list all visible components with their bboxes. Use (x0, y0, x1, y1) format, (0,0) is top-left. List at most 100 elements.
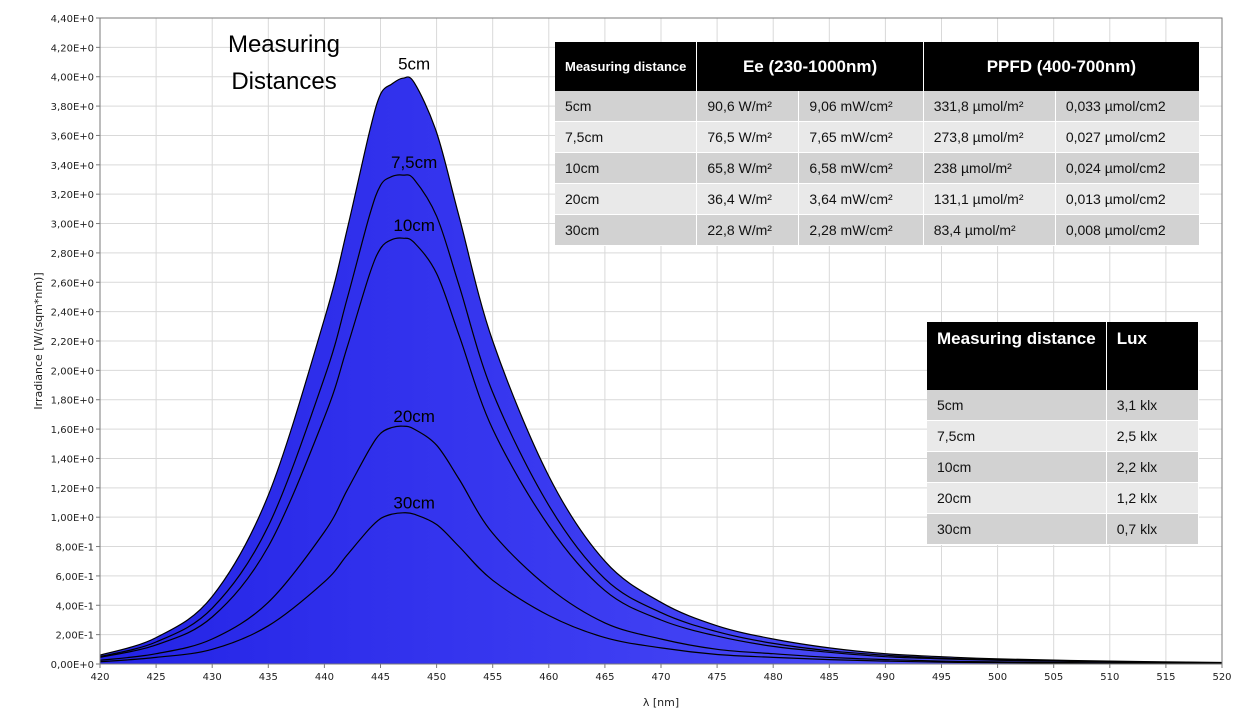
table-cell: 2,5 klx (1106, 420, 1200, 452)
series-labels: 5cm 7,5cm 10cm 20cm 30cm (391, 54, 437, 512)
y-tick-label: 1,40E+0 (51, 454, 94, 465)
series-label: 20cm (393, 407, 435, 426)
table-cell: 7,5cm (927, 420, 1107, 452)
x-tick-label: 510 (1100, 672, 1119, 683)
y-axis-title: Irradiance [W/(sqm*nm)] (32, 272, 45, 409)
y-tick-label: 4,20E+0 (51, 43, 94, 54)
table-cell: 9,06 mW/cm² (798, 91, 924, 122)
x-tick-label: 465 (595, 672, 614, 683)
header-measuring-distance: Measuring distance (555, 42, 698, 91)
table-row: 7,5cm 76,5 W/m² 7,65 mW/cm² 273,8 µmol/m² 0,… (555, 121, 1201, 153)
table-cell: 0,027 µmol/cm2 (1055, 121, 1201, 153)
x-tick-label: 445 (371, 672, 390, 683)
lux-table: Measuring distance Lux 5cm 3,1 klx 7,5cm 2,… (927, 322, 1200, 545)
irradiance-table: Measuring distance Ee (230-1000nm) PPFD … (555, 42, 1201, 246)
table-cell: 7,65 mW/cm² (798, 121, 924, 153)
table-cell: 7,5cm (555, 121, 698, 153)
table-row: 30cm 0,7 klx (927, 513, 1200, 545)
y-tick-label: 3,80E+0 (51, 102, 94, 113)
table-cell: 20cm (927, 482, 1107, 514)
table-cell: 30cm (927, 513, 1107, 545)
table-row: 30cm 22,8 W/m² 2,28 mW/cm² 83,4 µmol/m² 0,00… (555, 214, 1201, 246)
y-tick-label: 3,60E+0 (51, 131, 94, 142)
series-label: 30cm (393, 493, 435, 512)
annotation-title-line2: Distances (231, 68, 336, 95)
table-cell: 6,58 mW/cm² (798, 152, 924, 184)
series-line-30cm (99, 512, 1223, 665)
table-cell: 65,8 W/m² (696, 152, 800, 184)
series-label: 5cm (398, 54, 430, 73)
table-cell: 83,4 µmol/m² (923, 214, 1056, 246)
table-cell: 1,2 klx (1106, 482, 1200, 514)
x-tick-label: 500 (988, 672, 1007, 683)
y-tick-label: 4,00E-1 (55, 601, 94, 612)
spectrum-curves (99, 76, 1223, 665)
table-cell: 331,8 µmol/m² (923, 91, 1056, 122)
y-tick-label: 1,80E+0 (51, 396, 94, 407)
table-cell: 2,28 mW/cm² (798, 214, 924, 246)
table-cell: 273,8 µmol/m² (923, 121, 1056, 153)
y-tick-label: 2,00E-1 (55, 631, 94, 642)
x-tick-label: 505 (1044, 672, 1063, 683)
series-line-5cm (99, 76, 1223, 664)
table-row: 5cm 3,1 klx (927, 390, 1200, 421)
y-tick-label: 4,40E+0 (51, 14, 94, 25)
series-line-7,5cm (99, 174, 1223, 664)
table-cell: 0,024 µmol/cm2 (1055, 152, 1201, 184)
table-cell: 3,64 mW/cm² (798, 183, 924, 215)
table-cell: 22,8 W/m² (696, 214, 800, 246)
table-cell: 10cm (555, 152, 698, 184)
table-cell: 30cm (555, 214, 698, 246)
y-tick-label: 2,20E+0 (51, 337, 94, 348)
table-header-row: Measuring distance Ee (230-1000nm) PPFD … (555, 42, 1201, 91)
table-row: 10cm 2,2 klx (927, 451, 1200, 483)
table-cell: 2,2 klx (1106, 451, 1200, 483)
header-ee: Ee (230-1000nm) (696, 42, 924, 91)
spectrum-area (100, 76, 1222, 664)
spectrum-fill (100, 76, 1222, 664)
y-tick-label: 2,40E+0 (51, 308, 94, 319)
table-cell: 10cm (927, 451, 1107, 483)
series-label: 10cm (393, 216, 435, 235)
x-tick-label: 460 (539, 672, 558, 683)
y-tick-label: 1,20E+0 (51, 484, 94, 495)
series-line-20cm (99, 425, 1223, 664)
plot-frame (99, 17, 1223, 665)
x-tick-label: 520 (1212, 672, 1231, 683)
table-row: 7,5cm 2,5 klx (927, 420, 1200, 452)
series-line-10cm (99, 237, 1223, 664)
table-row: 20cm 36,4 W/m² 3,64 mW/cm² 131,1 µmol/m² 0,0… (555, 183, 1201, 215)
x-tick-label: 430 (203, 672, 222, 683)
table-cell: 238 µmol/m² (923, 152, 1056, 184)
table-cell: 5cm (927, 390, 1107, 421)
x-tick-label: 480 (764, 672, 783, 683)
table-cell: 0,033 µmol/cm2 (1055, 91, 1201, 122)
x-tick-label: 455 (483, 672, 502, 683)
table-cell: 0,008 µmol/cm2 (1055, 214, 1201, 246)
x-tick-label: 475 (708, 672, 727, 683)
x-tick-label: 435 (259, 672, 278, 683)
x-tick-label: 515 (1156, 672, 1175, 683)
header-measuring-distance: Measuring distance (927, 322, 1107, 390)
table-row: 5cm 90,6 W/m² 9,06 mW/cm² 331,8 µmol/m² 0,03… (555, 91, 1201, 122)
table-cell: 36,4 W/m² (696, 183, 800, 215)
header-lux: Lux (1106, 322, 1200, 390)
table-cell: 20cm (555, 183, 698, 215)
x-tick-label: 495 (932, 672, 951, 683)
y-tick-label: 2,80E+0 (51, 249, 94, 260)
table-cell: 0,013 µmol/cm2 (1055, 183, 1201, 215)
x-tick-label: 420 (90, 672, 109, 683)
y-tick-label: 3,40E+0 (51, 161, 94, 172)
header-ppfd: PPFD (400-700nm) (923, 42, 1201, 91)
table-cell: 76,5 W/m² (696, 121, 800, 153)
y-tick-label: 1,00E+0 (51, 513, 94, 524)
table-header-row: Measuring distance Lux (927, 322, 1200, 390)
y-tick-label: 0,00E+0 (51, 660, 94, 671)
series-label: 7,5cm (391, 153, 437, 172)
table-row: 10cm 65,8 W/m² 6,58 mW/cm² 238 µmol/m² 0,024… (555, 152, 1201, 184)
y-tick-label: 1,60E+0 (51, 425, 94, 436)
x-tick-label: 490 (876, 672, 895, 683)
axes: 420 425 430 435 440 445 450 455 460 465 470 475 480 4… (51, 14, 1232, 683)
table-cell: 3,1 klx (1106, 390, 1200, 421)
y-tick-label: 3,00E+0 (51, 220, 94, 231)
